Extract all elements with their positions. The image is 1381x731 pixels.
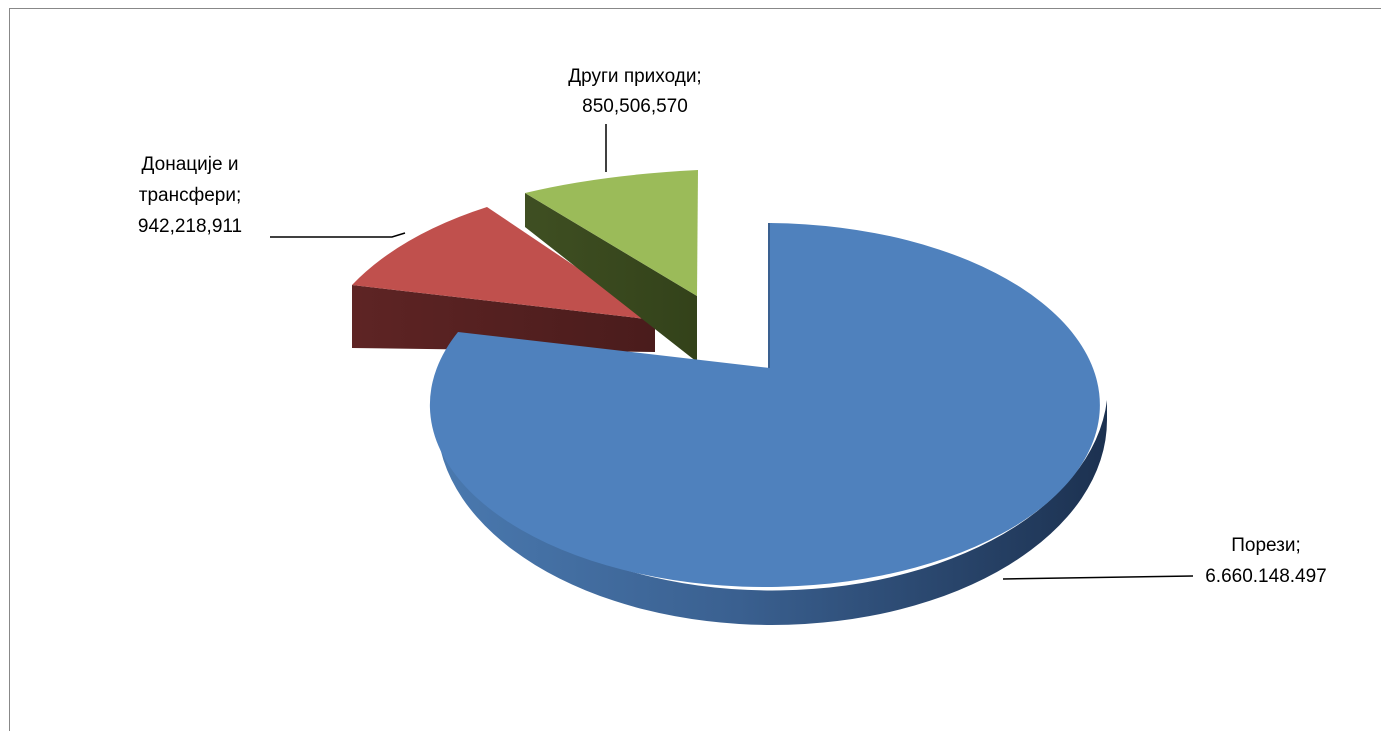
pie-slice-drugi-top	[525, 170, 698, 296]
label-donacije-value: 942,218,911	[138, 216, 242, 237]
label-donacije-line1: Донације и	[142, 154, 239, 175]
leader-line-donacije	[270, 232, 406, 238]
label-drugi-value: 850,506,570	[582, 96, 688, 117]
pie-slice-donacije-top	[352, 207, 655, 320]
label-porezi-name: Порези;	[1231, 535, 1301, 556]
pie-slice-drugi	[525, 170, 698, 362]
pie-slice-drugi-side	[525, 193, 697, 362]
pie-slice-porezi	[429, 223, 1107, 625]
leader-line-porezi	[1002, 575, 1194, 580]
pie-slice-porezi-top	[429, 223, 1100, 587]
label-drugi-name: Други приходи;	[568, 66, 701, 87]
label-donacije-line2: трансфери;	[139, 185, 242, 206]
label-porezi-value: 6.660.148.497	[1205, 566, 1327, 587]
pie-slice-donacije-side	[352, 285, 655, 352]
pie-slice-donacije	[352, 207, 655, 352]
